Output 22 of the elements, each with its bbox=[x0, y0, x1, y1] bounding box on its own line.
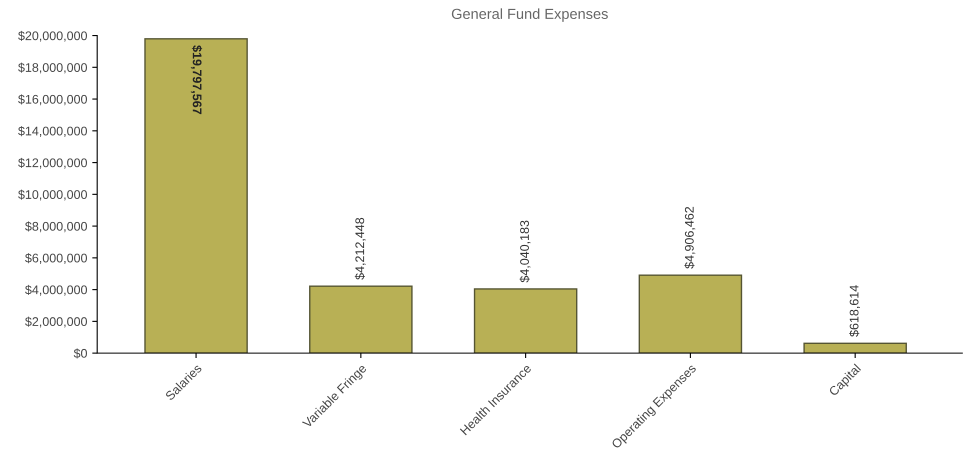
chart-title: General Fund Expenses bbox=[452, 8, 608, 22]
data-label: $4,906,462 bbox=[684, 206, 696, 269]
bar bbox=[474, 288, 578, 354]
y-tick-label: $4,000,000 bbox=[25, 284, 87, 296]
data-label: $618,614 bbox=[849, 285, 860, 337]
y-tick-label: $16,000,000 bbox=[18, 94, 87, 106]
bar bbox=[803, 342, 907, 354]
bar bbox=[638, 274, 742, 354]
y-tick-label: $14,000,000 bbox=[18, 126, 87, 137]
y-tick-label: $18,000,000 bbox=[18, 62, 87, 74]
y-tick-label: $6,000,000 bbox=[25, 253, 87, 264]
y-tick-label: $12,000,000 bbox=[18, 158, 87, 169]
bar bbox=[144, 38, 248, 354]
bar bbox=[309, 286, 413, 354]
y-tick-label: $0 bbox=[74, 348, 87, 359]
data-label: $4,040,183 bbox=[520, 220, 530, 282]
y-tick-label: $8,000,000 bbox=[25, 221, 87, 232]
data-label: $4,212,448 bbox=[354, 218, 366, 280]
y-tick-label: $20,000,000 bbox=[18, 30, 87, 42]
y-tick-label: $10,000,000 bbox=[18, 190, 87, 200]
data-label: $19,797,567 bbox=[190, 45, 202, 114]
y-tick-label: $2,000,000 bbox=[25, 316, 87, 328]
